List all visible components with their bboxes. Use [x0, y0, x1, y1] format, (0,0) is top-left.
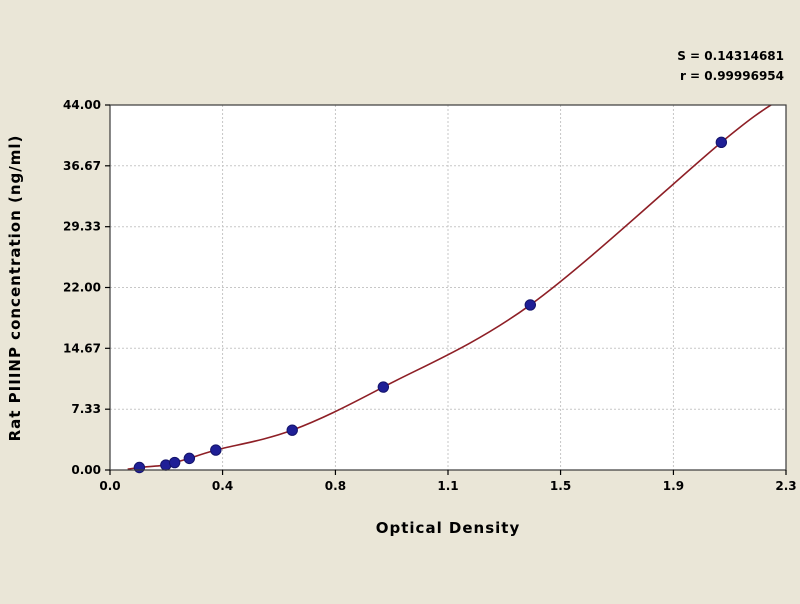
svg-text:0.8: 0.8 [325, 479, 346, 493]
svg-text:29.33: 29.33 [63, 220, 101, 234]
svg-text:0.0: 0.0 [99, 479, 120, 493]
x-axis-title: Optical Density [376, 519, 521, 537]
y-axis-title: Rat PIIINP concentration (ng/ml) [6, 135, 24, 442]
svg-text:36.67: 36.67 [63, 159, 101, 173]
y-tick-labels: 0.00 7.33 14.67 22.00 29.33 36.67 44.00 [63, 98, 101, 477]
data-points [133, 136, 728, 474]
x-tick-labels: 0.0 0.4 0.8 1.1 1.5 1.9 2.3 [99, 479, 796, 493]
svg-text:1.9: 1.9 [663, 479, 684, 493]
stats-r-value: r = 0.99996954 [680, 69, 784, 83]
svg-text:7.33: 7.33 [71, 402, 101, 416]
svg-text:0.00: 0.00 [71, 463, 101, 477]
svg-text:1.5: 1.5 [550, 479, 571, 493]
axis-tick-marks [105, 104, 787, 475]
stats-s-value: S = 0.14314681 [677, 49, 784, 63]
svg-text:2.3: 2.3 [775, 479, 796, 493]
svg-text:0.4: 0.4 [212, 479, 233, 493]
svg-text:22.00: 22.00 [63, 281, 101, 295]
svg-text:1.1: 1.1 [437, 479, 458, 493]
svg-text:14.67: 14.67 [63, 341, 101, 355]
svg-text:44.00: 44.00 [63, 98, 101, 112]
